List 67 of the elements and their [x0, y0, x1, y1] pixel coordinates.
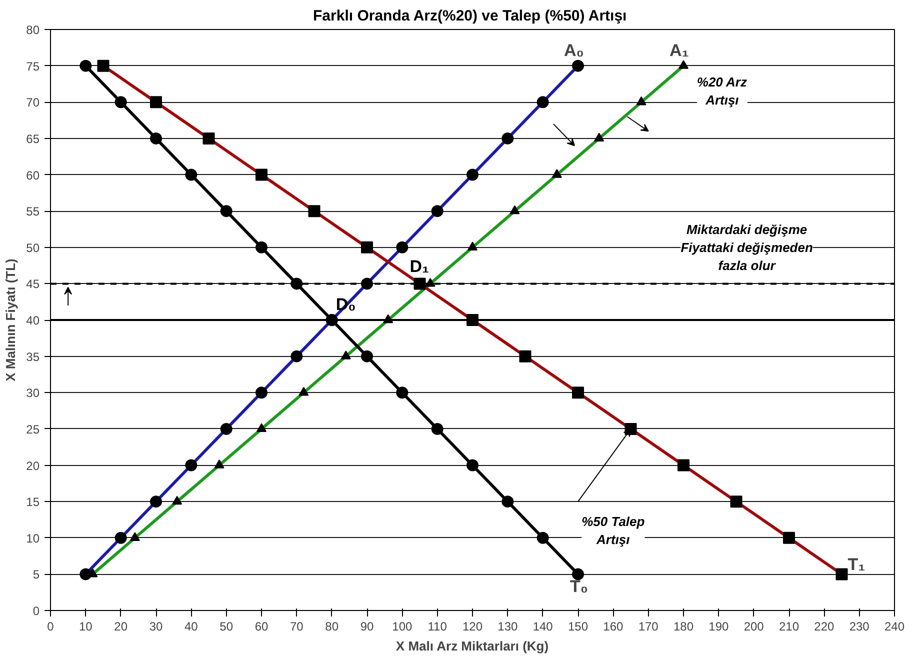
y-tick-label: 50	[26, 240, 40, 255]
point	[572, 568, 584, 580]
x-tick-label: 30	[149, 620, 163, 634]
point	[431, 422, 444, 435]
series-label: T₀	[570, 577, 588, 596]
point	[396, 386, 408, 399]
x-tick-label: 210	[778, 620, 800, 634]
y-tick-label: 80	[26, 23, 40, 37]
x-tick-label: 0	[47, 620, 54, 634]
x-tick-label: 90	[360, 620, 374, 634]
x-tick-label: 170	[638, 620, 659, 634]
x-tick-label: 80	[325, 620, 339, 634]
x-tick-label: 140	[532, 620, 554, 634]
series-label: A₁	[670, 40, 689, 60]
x-tick-label: 100	[392, 620, 413, 634]
y-tick-label: 75	[26, 59, 40, 74]
annotation: %20 Arz Artışı	[696, 74, 748, 108]
x-tick-label: 180	[673, 620, 694, 634]
point	[256, 241, 268, 254]
y-tick-label: 25	[26, 422, 40, 436]
y-tick-label: 0	[32, 604, 40, 618]
point	[185, 168, 198, 181]
y-tick-label: 65	[26, 132, 40, 146]
x-tick-label: 200	[744, 620, 764, 634]
point	[466, 459, 478, 472]
point	[536, 532, 549, 544]
y-tick-label: 10	[26, 531, 40, 546]
y-tick-label: 35	[26, 350, 40, 364]
x-tick-label: 150	[568, 620, 588, 634]
y-tick-label: 70	[26, 96, 40, 110]
x-tick-label: 60	[254, 620, 268, 634]
x-tick-label: 130	[498, 620, 518, 634]
x-tick-label: 220	[814, 620, 835, 634]
y-tick-label: 20	[26, 458, 40, 473]
y-tick-label: 30	[26, 386, 40, 400]
x-tick-label: 50	[220, 620, 234, 634]
point	[80, 60, 92, 72]
x-tick-label: 190	[708, 620, 730, 634]
y-tick-label: 60	[26, 168, 40, 182]
x-tick-label: 40	[184, 620, 198, 634]
annotation: %50 Talep Artışı	[582, 514, 645, 548]
chart-title: Farklı Oranda Arz(%20) ve Talep (%50) Artışı	[313, 8, 627, 24]
x-tick-label: 230	[849, 620, 870, 634]
y-tick-label: 55	[26, 204, 40, 219]
x-tick-label: 120	[462, 620, 483, 634]
annotation: D₁	[410, 257, 430, 276]
point	[114, 96, 127, 108]
x-tick-label: 240	[884, 620, 905, 634]
y-tick-label: 45	[26, 277, 40, 292]
point	[361, 350, 373, 362]
point	[290, 278, 303, 290]
y-tick-label: 5	[32, 568, 40, 582]
x-axis-title: X Malı Arz Miktarları (Kg)	[396, 638, 549, 654]
y-tick-label: 15	[26, 495, 40, 510]
x-tick-label: 110	[428, 620, 448, 634]
point	[220, 205, 232, 218]
x-tick-label: 10	[78, 620, 93, 634]
x-tick-label: 160	[603, 620, 624, 634]
y-tick-label: 40	[26, 314, 40, 328]
x-tick-label: 20	[114, 620, 128, 634]
x-tick-label: 70	[290, 620, 304, 634]
series-label: A₀	[564, 40, 584, 60]
series-label: T₁	[848, 555, 866, 574]
point	[502, 496, 514, 508]
annotation: Miktardaki değişme Fiyattaki değişmeden fazla olur	[680, 222, 813, 273]
point	[150, 132, 162, 144]
y-axis-title: X Malının Fiyatı (TL)	[3, 258, 18, 382]
